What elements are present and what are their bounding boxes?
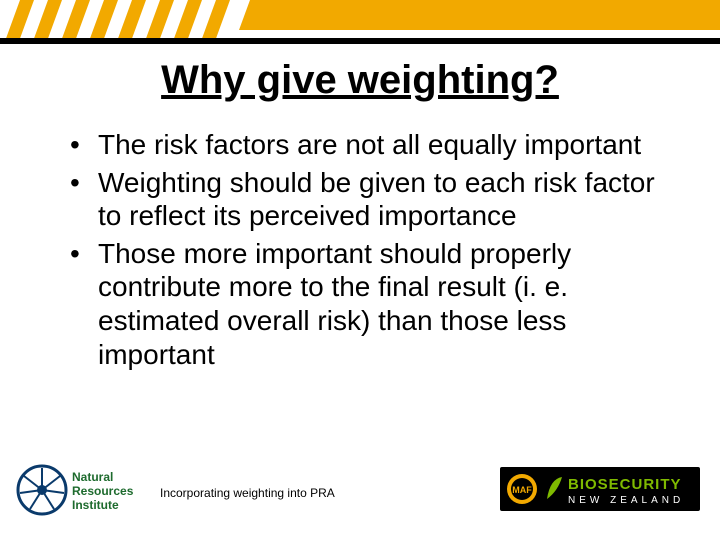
nri-line-1: Natural [72,470,113,484]
bullet-item: • Weighting should be given to each risk… [70,166,670,233]
slide-body: • The risk factors are not all equally i… [70,128,670,375]
biosecurity-nz-logo: MAF BIOSECURITY NEW ZEALAND [500,467,700,516]
bullet-text: Weighting should be given to each risk f… [98,166,670,233]
bullet-item: • Those more important should properly c… [70,237,670,371]
footer: Natural Resources Institute Incorporatin… [0,462,720,522]
bullet-dot: • [70,166,98,233]
nri-line-3: Institute [72,498,119,512]
bullet-text: The risk factors are not all equally imp… [98,128,670,162]
bullet-item: • The risk factors are not all equally i… [70,128,670,162]
slide-title: Why give weighting? [0,58,720,103]
slide: Why give weighting? • The risk factors a… [0,0,720,540]
svg-text:MAF: MAF [512,485,532,495]
biosecurity-text: BIOSECURITY [568,476,682,493]
bullet-text: Those more important should properly con… [98,237,670,371]
nri-logo: Natural Resources Institute [16,463,146,522]
maf-seal-icon: MAF [507,474,537,504]
nri-line-2: Resources [72,484,134,498]
bullet-dot: • [70,128,98,162]
seal-icon [18,466,66,514]
bullet-dot: • [70,237,98,371]
footer-text: Incorporating weighting into PRA [160,486,335,500]
top-band [0,0,720,48]
nz-text: NEW ZEALAND [568,495,684,506]
